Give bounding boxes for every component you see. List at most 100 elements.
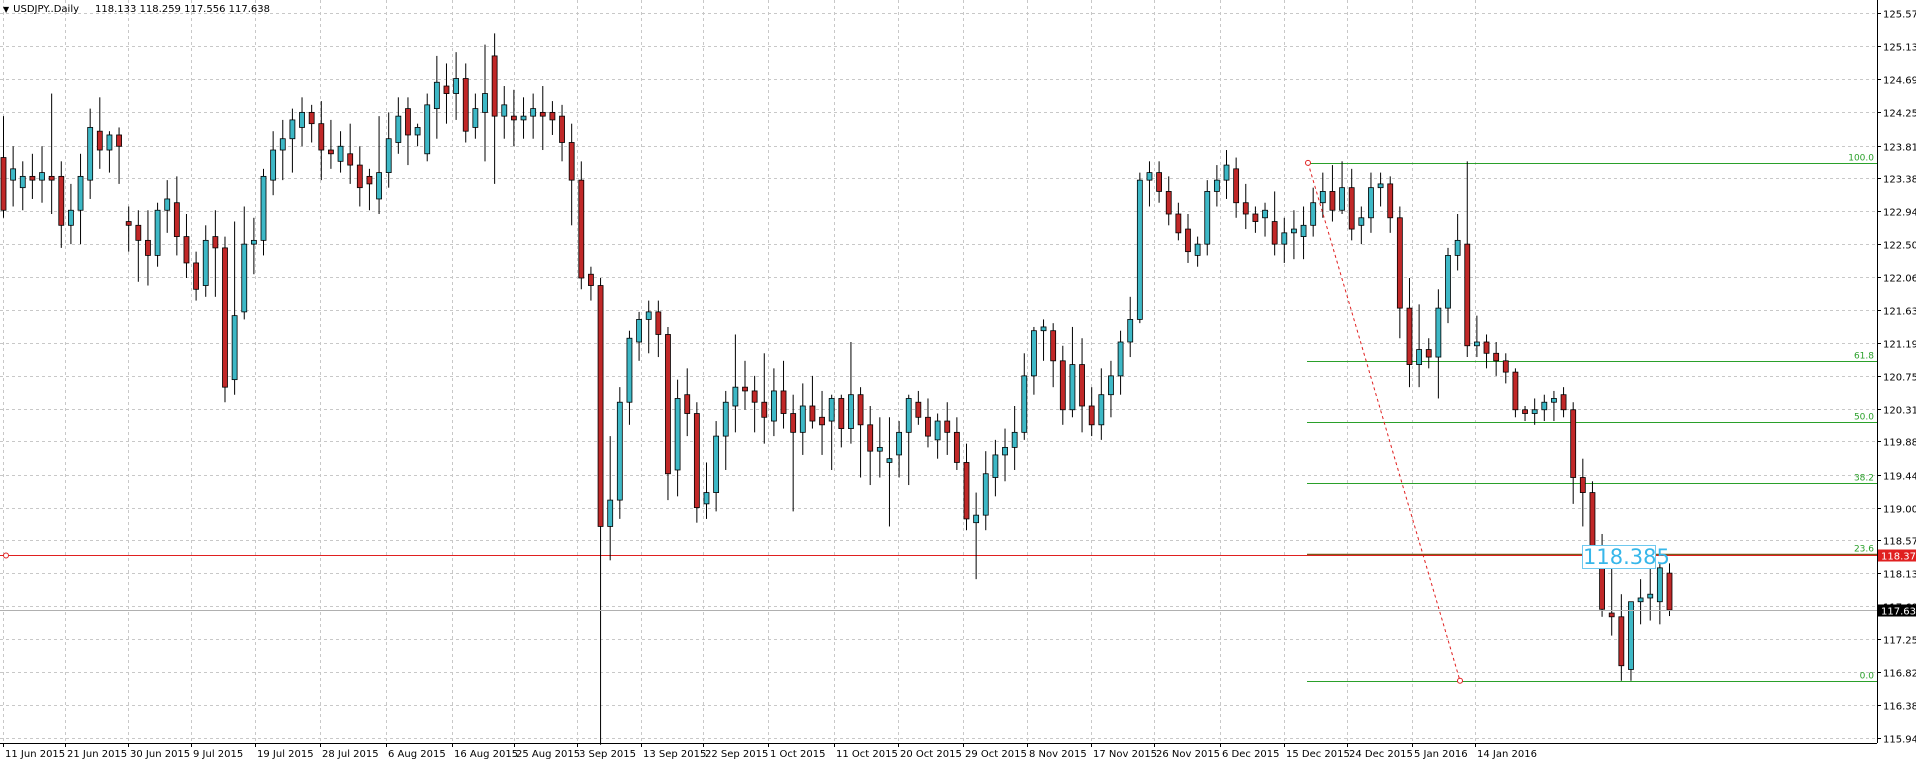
candle-body (1136, 179, 1143, 320)
candle (982, 451, 989, 531)
candle (1127, 296, 1134, 358)
candle (665, 326, 671, 501)
candle-body (501, 104, 508, 117)
candle-body (48, 175, 55, 181)
candle (626, 330, 633, 425)
candle (1512, 368, 1519, 418)
candle (1560, 387, 1567, 418)
candle-body (279, 138, 286, 151)
candle-body (674, 398, 681, 471)
candle-body (1473, 341, 1480, 347)
y-tick-label: 124.690 (1883, 76, 1916, 87)
candle (1464, 161, 1471, 358)
candle-body (29, 175, 36, 181)
candle-body (1011, 431, 1018, 448)
candle-body (87, 127, 94, 181)
candle-body (665, 334, 671, 475)
candle-body (491, 55, 498, 117)
x-tick-label: 29 Oct 2015 (965, 749, 1027, 760)
candle-body (1194, 243, 1201, 256)
candle (905, 394, 912, 486)
y-tick-label: 117.250 (1883, 636, 1916, 647)
candle-body (1156, 172, 1162, 192)
candle-body (1348, 187, 1355, 230)
x-tick-label: 14 Jan 2016 (1477, 749, 1537, 760)
candle (1396, 206, 1403, 339)
candle-body (1368, 187, 1374, 219)
candle-body (154, 209, 161, 256)
candle-body (1570, 409, 1577, 478)
candle-body (588, 273, 594, 286)
candle (173, 176, 180, 256)
candle-body (915, 401, 922, 418)
candle-body (645, 311, 652, 320)
candle (193, 251, 200, 301)
candle-body (848, 394, 854, 429)
candle-body (953, 431, 960, 463)
candle (761, 353, 768, 444)
fib-price-label[interactable]: 118.385 (1582, 545, 1670, 569)
candle-body (164, 198, 171, 211)
candle (848, 341, 854, 444)
x-tick-label: 22 Sep 2015 (705, 749, 768, 760)
candle (1002, 428, 1008, 482)
candle (1348, 168, 1355, 241)
candle-body (250, 239, 257, 245)
candle-body (780, 390, 787, 414)
y-tick-label: 122.940 (1883, 208, 1916, 219)
candle (1156, 161, 1162, 203)
candle (1531, 398, 1538, 425)
y-tick-label: 119.000 (1883, 505, 1916, 516)
candle (1165, 176, 1172, 226)
candle (106, 131, 113, 173)
fibonacci-trend-line[interactable] (1305, 159, 1463, 684)
candle-body (616, 401, 623, 501)
candle (1059, 345, 1066, 425)
horizontal-line[interactable]: 118.372 (0, 549, 1916, 563)
candle-body (1483, 341, 1490, 354)
x-tick-label: 21 Jun 2015 (67, 749, 127, 760)
candle-body (405, 108, 411, 136)
candle-body (289, 119, 296, 140)
candle (116, 127, 122, 184)
candle (183, 214, 190, 279)
candle-body (328, 149, 334, 155)
candle (58, 161, 65, 248)
candle (1358, 206, 1365, 245)
candle-body (173, 202, 180, 237)
x-tick-label: 15 Dec 2015 (1286, 749, 1350, 760)
horizontal-line-anchor (3, 552, 9, 559)
fib-level-label: 61.8 (1854, 352, 1874, 362)
candle (462, 63, 469, 143)
candle-body (559, 115, 565, 143)
candle-body (1223, 164, 1230, 181)
candle-body (10, 168, 17, 181)
candle-body (1647, 593, 1654, 599)
candle-body (1021, 375, 1028, 433)
candle (915, 390, 922, 425)
candle (896, 421, 902, 478)
candle (424, 93, 431, 162)
candle (376, 116, 382, 215)
x-tick-label: 19 Jul 2015 (257, 749, 314, 760)
candle-body (116, 134, 122, 147)
candle-body (1242, 202, 1249, 215)
candle (482, 44, 488, 162)
dropdown-triangle-icon[interactable]: ▼ (3, 5, 10, 14)
candle (1117, 330, 1124, 395)
candle (472, 93, 479, 139)
candle (886, 417, 893, 527)
candle-body (982, 473, 989, 516)
candle-body (510, 115, 517, 121)
candle (356, 146, 363, 207)
candle-body (1464, 243, 1471, 347)
candle (1637, 579, 1644, 625)
candle (1291, 210, 1297, 260)
candle-body (1291, 228, 1297, 234)
y-tick-label: 116.820 (1883, 669, 1916, 680)
candle (1473, 315, 1480, 358)
candle-body (819, 416, 825, 426)
candle (819, 390, 825, 455)
